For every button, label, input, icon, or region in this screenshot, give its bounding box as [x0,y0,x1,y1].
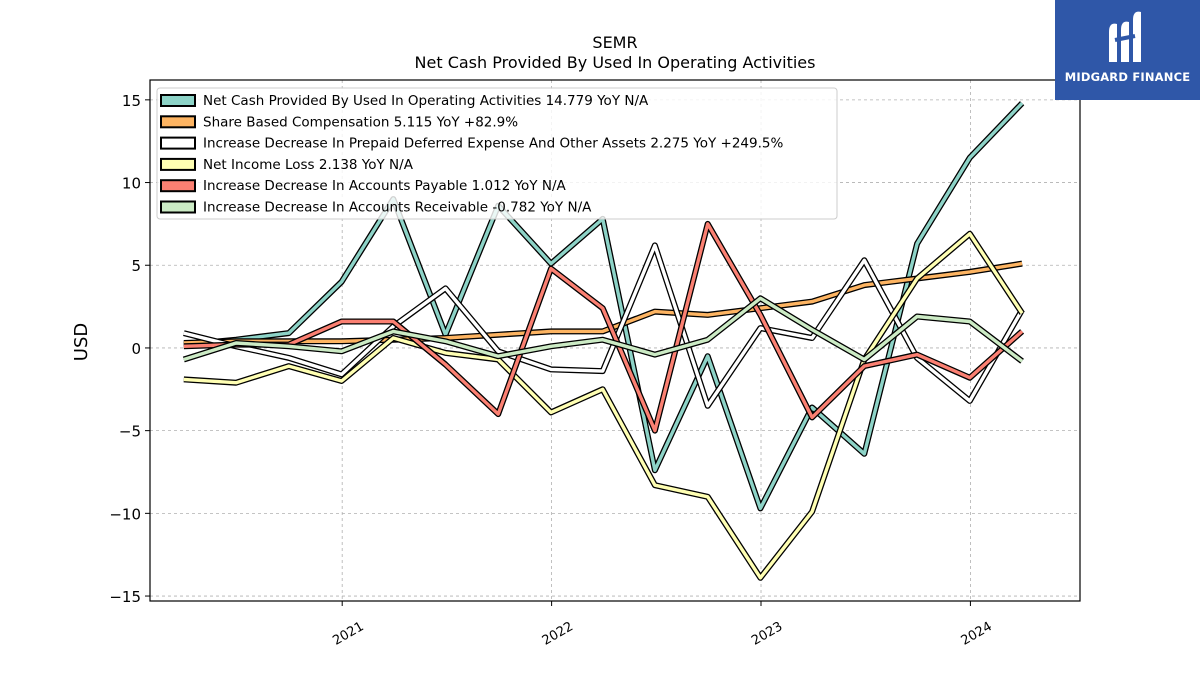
legend-swatch [160,157,196,171]
y-tick-label: −10 [109,505,141,523]
brand-logo: MIDGARD FINANCE [1055,0,1200,100]
logo-text: MIDGARD FINANCE [1064,70,1191,84]
series-outline [183,242,1025,409]
series-outline [183,230,1025,581]
x-tick-label: 2023 [749,619,785,649]
legend-label: Net Income Loss 2.138 YoY N/A [203,157,414,173]
y-tick-label: −5 [119,423,141,441]
y-tick-label: 15 [122,92,141,110]
legend: Net Cash Provided By Used In Operating A… [156,87,838,220]
series-stroke [183,222,1024,433]
logo-mark-icon [1109,11,1141,62]
y-tick-label: 10 [122,175,141,193]
series-line-6 [182,295,1024,364]
series-stroke [183,261,1023,345]
legend-swatch [160,200,196,214]
x-tick-label: 2024 [959,619,995,649]
series-line-2 [183,260,1023,346]
legend-swatch [160,115,196,129]
legend-label: Increase Decrease In Accounts Receivable… [203,200,592,216]
series-line-5 [183,220,1025,434]
series-line-4 [183,230,1025,581]
legend-swatch [160,136,196,150]
legend-label: Increase Decrease In Accounts Payable 1.… [203,178,566,194]
legend-label: Increase Decrease In Prepaid Deferred Ex… [203,136,783,152]
y-tick-label: 5 [131,257,141,275]
chart-subtitle: Net Cash Provided By Used In Operating A… [415,53,816,72]
y-tick-label: 0 [131,340,141,358]
y-tick-label: −15 [109,588,141,606]
legend-swatch [160,179,196,193]
series-stroke [183,232,1024,580]
series-stroke [183,243,1024,408]
x-tick-label: 2022 [540,619,576,649]
legend-box [156,87,838,220]
plot-frame [149,79,1081,602]
chart-title: SEMR [592,33,637,52]
legend-swatch [160,94,196,107]
x-tick-label: 2021 [330,619,366,649]
y-axis-label: USD [71,323,92,361]
series-stroke [183,296,1024,363]
legend-label: Share Based Compensation 5.115 YoY +82.9… [203,114,518,130]
legend-label: Net Cash Provided By Used In Operating A… [203,93,649,109]
series-line-3 [183,242,1025,409]
